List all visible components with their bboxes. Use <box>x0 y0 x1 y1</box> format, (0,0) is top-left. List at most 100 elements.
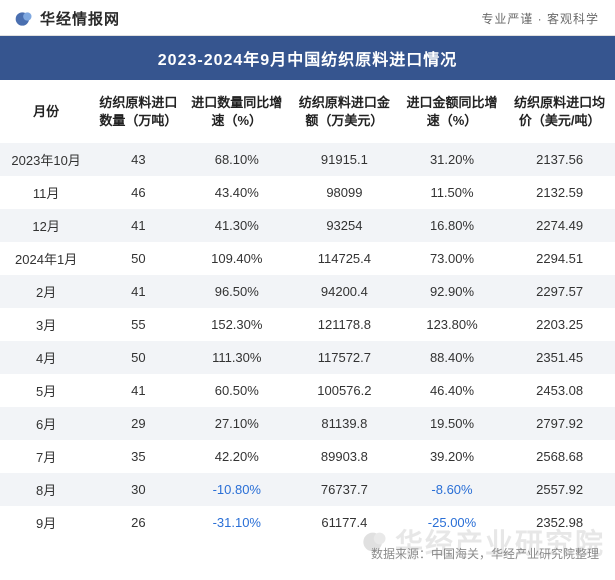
table-cell: 91915.1 <box>289 143 400 176</box>
table-cell: 41.30% <box>185 209 290 242</box>
table-cell: 2274.49 <box>504 209 615 242</box>
table-cell: 12月 <box>0 209 92 242</box>
col-header: 进口数量同比增速（%） <box>185 80 290 143</box>
table-cell: 19.50% <box>400 407 505 440</box>
table-cell: 46 <box>92 176 184 209</box>
table-cell: 50 <box>92 341 184 374</box>
table-cell: 89903.8 <box>289 440 400 473</box>
table-cell: 109.40% <box>185 242 290 275</box>
table-row: 2024年1月50109.40%114725.473.00%2294.51 <box>0 242 615 275</box>
table-cell: 2297.57 <box>504 275 615 308</box>
table-cell: 2203.25 <box>504 308 615 341</box>
table-row: 2月4196.50%94200.492.90%2297.57 <box>0 275 615 308</box>
table-cell: 2557.92 <box>504 473 615 506</box>
table-cell: 42.20% <box>185 440 290 473</box>
table-title: 2023-2024年9月中国纺织原料进口情况 <box>0 36 615 80</box>
table-cell: 111.30% <box>185 341 290 374</box>
logo-icon <box>14 9 34 29</box>
table-cell: 41 <box>92 374 184 407</box>
data-table-wrap: 月份 纺织原料进口数量（万吨） 进口数量同比增速（%） 纺织原料进口金额（万美元… <box>0 80 615 539</box>
table-row: 3月55152.30%121178.8123.80%2203.25 <box>0 308 615 341</box>
table-cell: 27.10% <box>185 407 290 440</box>
col-header: 进口金额同比增速（%） <box>400 80 505 143</box>
table-cell: 43 <box>92 143 184 176</box>
table-cell: 29 <box>92 407 184 440</box>
table-cell: 55 <box>92 308 184 341</box>
table-cell: 46.40% <box>400 374 505 407</box>
col-header: 月份 <box>0 80 92 143</box>
table-cell: 68.10% <box>185 143 290 176</box>
table-row: 2023年10月4368.10%91915.131.20%2137.56 <box>0 143 615 176</box>
table-row: 5月4160.50%100576.246.40%2453.08 <box>0 374 615 407</box>
table-cell: 30 <box>92 473 184 506</box>
table-cell: 43.40% <box>185 176 290 209</box>
table-cell: 81139.8 <box>289 407 400 440</box>
table-cell: 121178.8 <box>289 308 400 341</box>
table-cell: 35 <box>92 440 184 473</box>
table-cell: -25.00% <box>400 506 505 539</box>
data-source-note: 数据来源：中国海关，华经产业研究院整理 <box>0 539 615 562</box>
table-cell: 93254 <box>289 209 400 242</box>
table-cell: 26 <box>92 506 184 539</box>
table-cell: 92.90% <box>400 275 505 308</box>
table-row: 12月4141.30%9325416.80%2274.49 <box>0 209 615 242</box>
table-cell: 73.00% <box>400 242 505 275</box>
table-cell: 123.80% <box>400 308 505 341</box>
table-cell: 2453.08 <box>504 374 615 407</box>
table-header-row: 月份 纺织原料进口数量（万吨） 进口数量同比增速（%） 纺织原料进口金额（万美元… <box>0 80 615 143</box>
table-cell: 2294.51 <box>504 242 615 275</box>
table-cell: 11.50% <box>400 176 505 209</box>
table-row: 8月30-10.80%76737.7-8.60%2557.92 <box>0 473 615 506</box>
table-cell: 5月 <box>0 374 92 407</box>
table-cell: 100576.2 <box>289 374 400 407</box>
table-cell: 76737.7 <box>289 473 400 506</box>
col-header: 纺织原料进口数量（万吨） <box>92 80 184 143</box>
table-cell: 2月 <box>0 275 92 308</box>
table-cell: 98099 <box>289 176 400 209</box>
table-cell: 2024年1月 <box>0 242 92 275</box>
table-cell: 96.50% <box>185 275 290 308</box>
logo-area: 华经情报网 <box>14 8 120 29</box>
table-cell: 41 <box>92 209 184 242</box>
table-row: 7月3542.20%89903.839.20%2568.68 <box>0 440 615 473</box>
data-table: 月份 纺织原料进口数量（万吨） 进口数量同比增速（%） 纺织原料进口金额（万美元… <box>0 80 615 539</box>
tagline: 专业严谨 · 客观科学 <box>481 10 599 27</box>
table-cell: 88.40% <box>400 341 505 374</box>
table-row: 6月2927.10%81139.819.50%2797.92 <box>0 407 615 440</box>
col-header: 纺织原料进口金额（万美元） <box>289 80 400 143</box>
table-cell: -31.10% <box>185 506 290 539</box>
table-cell: 152.30% <box>185 308 290 341</box>
table-cell: 2568.68 <box>504 440 615 473</box>
table-cell: 2352.98 <box>504 506 615 539</box>
table-cell: 2137.56 <box>504 143 615 176</box>
header-bar: 华经情报网 专业严谨 · 客观科学 <box>0 0 615 36</box>
table-cell: 2351.45 <box>504 341 615 374</box>
table-cell: 16.80% <box>400 209 505 242</box>
table-cell: 60.50% <box>185 374 290 407</box>
table-cell: 39.20% <box>400 440 505 473</box>
table-cell: 50 <box>92 242 184 275</box>
table-cell: 114725.4 <box>289 242 400 275</box>
table-cell: 9月 <box>0 506 92 539</box>
table-cell: 94200.4 <box>289 275 400 308</box>
table-cell: 41 <box>92 275 184 308</box>
table-cell: -8.60% <box>400 473 505 506</box>
table-cell: 6月 <box>0 407 92 440</box>
table-cell: 2023年10月 <box>0 143 92 176</box>
table-cell: 2132.59 <box>504 176 615 209</box>
table-row: 11月4643.40%9809911.50%2132.59 <box>0 176 615 209</box>
logo-text: 华经情报网 <box>40 8 120 29</box>
table-cell: 117572.7 <box>289 341 400 374</box>
table-cell: -10.80% <box>185 473 290 506</box>
table-cell: 2797.92 <box>504 407 615 440</box>
table-cell: 11月 <box>0 176 92 209</box>
table-cell: 3月 <box>0 308 92 341</box>
table-cell: 8月 <box>0 473 92 506</box>
table-cell: 7月 <box>0 440 92 473</box>
col-header: 纺织原料进口均价（美元/吨） <box>504 80 615 143</box>
table-cell: 31.20% <box>400 143 505 176</box>
table-row: 4月50111.30%117572.788.40%2351.45 <box>0 341 615 374</box>
table-row: 9月26-31.10%61177.4-25.00%2352.98 <box>0 506 615 539</box>
table-cell: 4月 <box>0 341 92 374</box>
table-cell: 61177.4 <box>289 506 400 539</box>
